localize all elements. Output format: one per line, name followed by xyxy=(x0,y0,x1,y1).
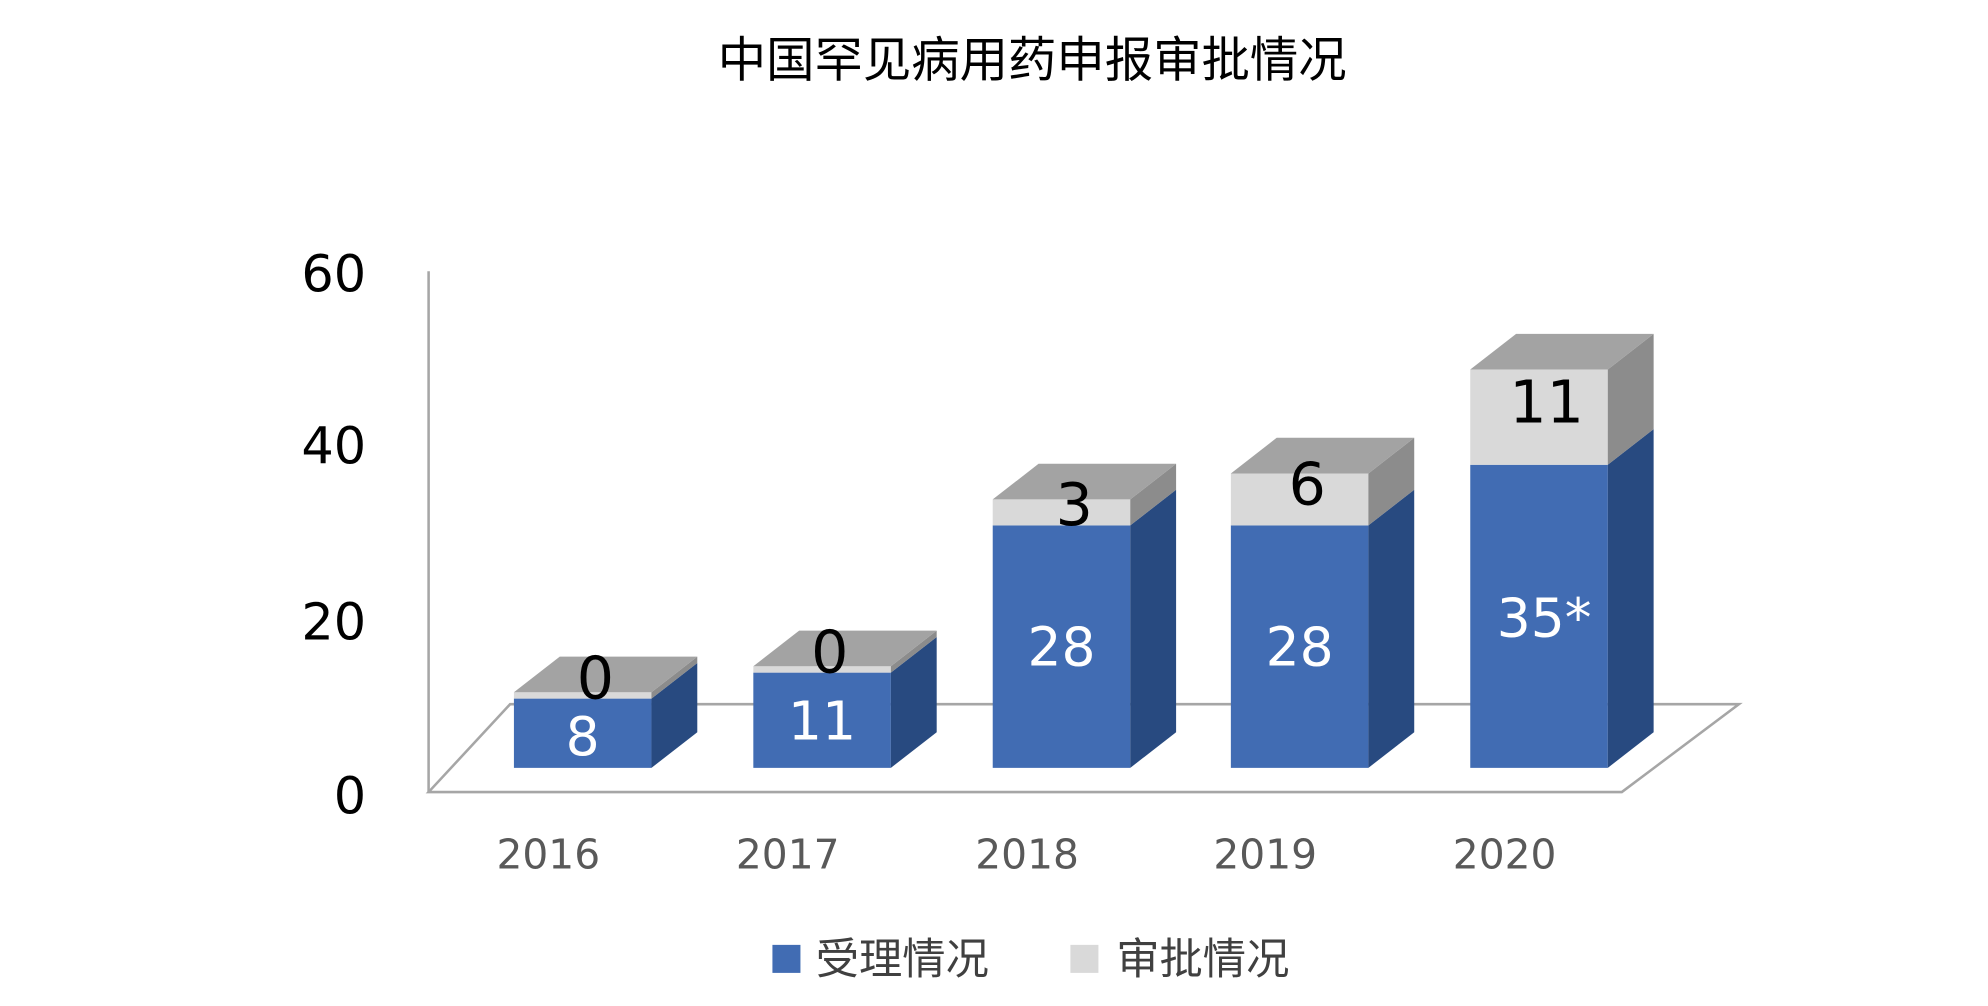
bar-accepted xyxy=(513,698,652,768)
bar-stack-2019: 28 6 xyxy=(1230,437,1415,768)
bar-top xyxy=(1470,333,1654,370)
data-label-approved: 11 xyxy=(1509,368,1584,436)
data-label-approved: 3 xyxy=(1056,471,1093,539)
bar-accepted xyxy=(753,672,891,768)
x-tick-labels: 2016 2017 2018 2019 2020 xyxy=(496,830,1556,878)
bar-accepted xyxy=(1470,464,1608,768)
y-tick-labels: 0 20 40 60 xyxy=(301,246,366,827)
bar-accepted-side xyxy=(1130,489,1177,768)
x-tick-label: 2018 xyxy=(975,830,1079,878)
bar-accepted-side xyxy=(1607,429,1654,768)
bar-approved-side xyxy=(1368,437,1415,526)
bar-accepted xyxy=(992,525,1131,768)
bar-approved xyxy=(992,499,1131,526)
bar-approved-side xyxy=(890,630,937,673)
bar-stack-2016: 80 xyxy=(513,645,698,768)
bar-approved xyxy=(753,666,891,673)
legend-label-accepted: 受理情况 xyxy=(816,935,989,985)
bar-approved xyxy=(1470,369,1608,465)
y-tick-label: 40 xyxy=(301,418,366,477)
legend-label-approved: 审批情况 xyxy=(1116,935,1289,985)
bar-approved xyxy=(1230,473,1369,526)
bar-top xyxy=(1230,437,1415,474)
bar-top xyxy=(992,463,1177,500)
x-tick-label: 2016 xyxy=(496,830,600,878)
x-tick-label: 2020 xyxy=(1453,830,1557,878)
data-label-accepted: 28 xyxy=(1266,616,1334,679)
legend-swatch-approved xyxy=(1070,944,1099,973)
bar-approved xyxy=(513,692,652,699)
y-tick-label: 60 xyxy=(301,246,366,305)
data-label-approved: 0 xyxy=(811,619,848,687)
bar-top xyxy=(753,630,937,667)
bar-top xyxy=(513,656,698,693)
data-label-accepted: 11 xyxy=(788,689,856,752)
bar-stack-2020: 35* 11 xyxy=(1470,333,1654,768)
data-label-accepted: 8 xyxy=(566,705,600,768)
axes xyxy=(425,271,1743,794)
data-label-accepted: 35* xyxy=(1497,587,1592,650)
x-tick-label: 2017 xyxy=(736,830,840,878)
bar-accepted xyxy=(1230,525,1369,768)
data-label-approved: 6 xyxy=(1289,451,1326,519)
data-label-approved: 0 xyxy=(577,645,614,713)
bar-approved-side xyxy=(651,656,698,699)
bar-approved-side xyxy=(1607,333,1654,465)
bar-accepted-side xyxy=(890,636,937,768)
floor xyxy=(425,702,1743,794)
chart-title: 中国罕见病用药申报审批情况 xyxy=(718,32,1347,88)
bar-stack-2017: 110 xyxy=(753,619,937,768)
bar-accepted-side xyxy=(1368,489,1415,768)
legend: 受理情况 审批情况 xyxy=(772,935,1289,985)
y-tick-label: 0 xyxy=(334,768,366,827)
bar-approved-side xyxy=(1130,463,1177,526)
bar-stack-2018: 28 3 xyxy=(992,463,1177,768)
y-tick-label: 20 xyxy=(301,593,366,652)
data-label-accepted: 28 xyxy=(1027,616,1095,679)
legend-swatch-accepted xyxy=(772,944,801,973)
x-tick-label: 2019 xyxy=(1213,830,1317,878)
bar-accepted-side xyxy=(651,662,698,768)
